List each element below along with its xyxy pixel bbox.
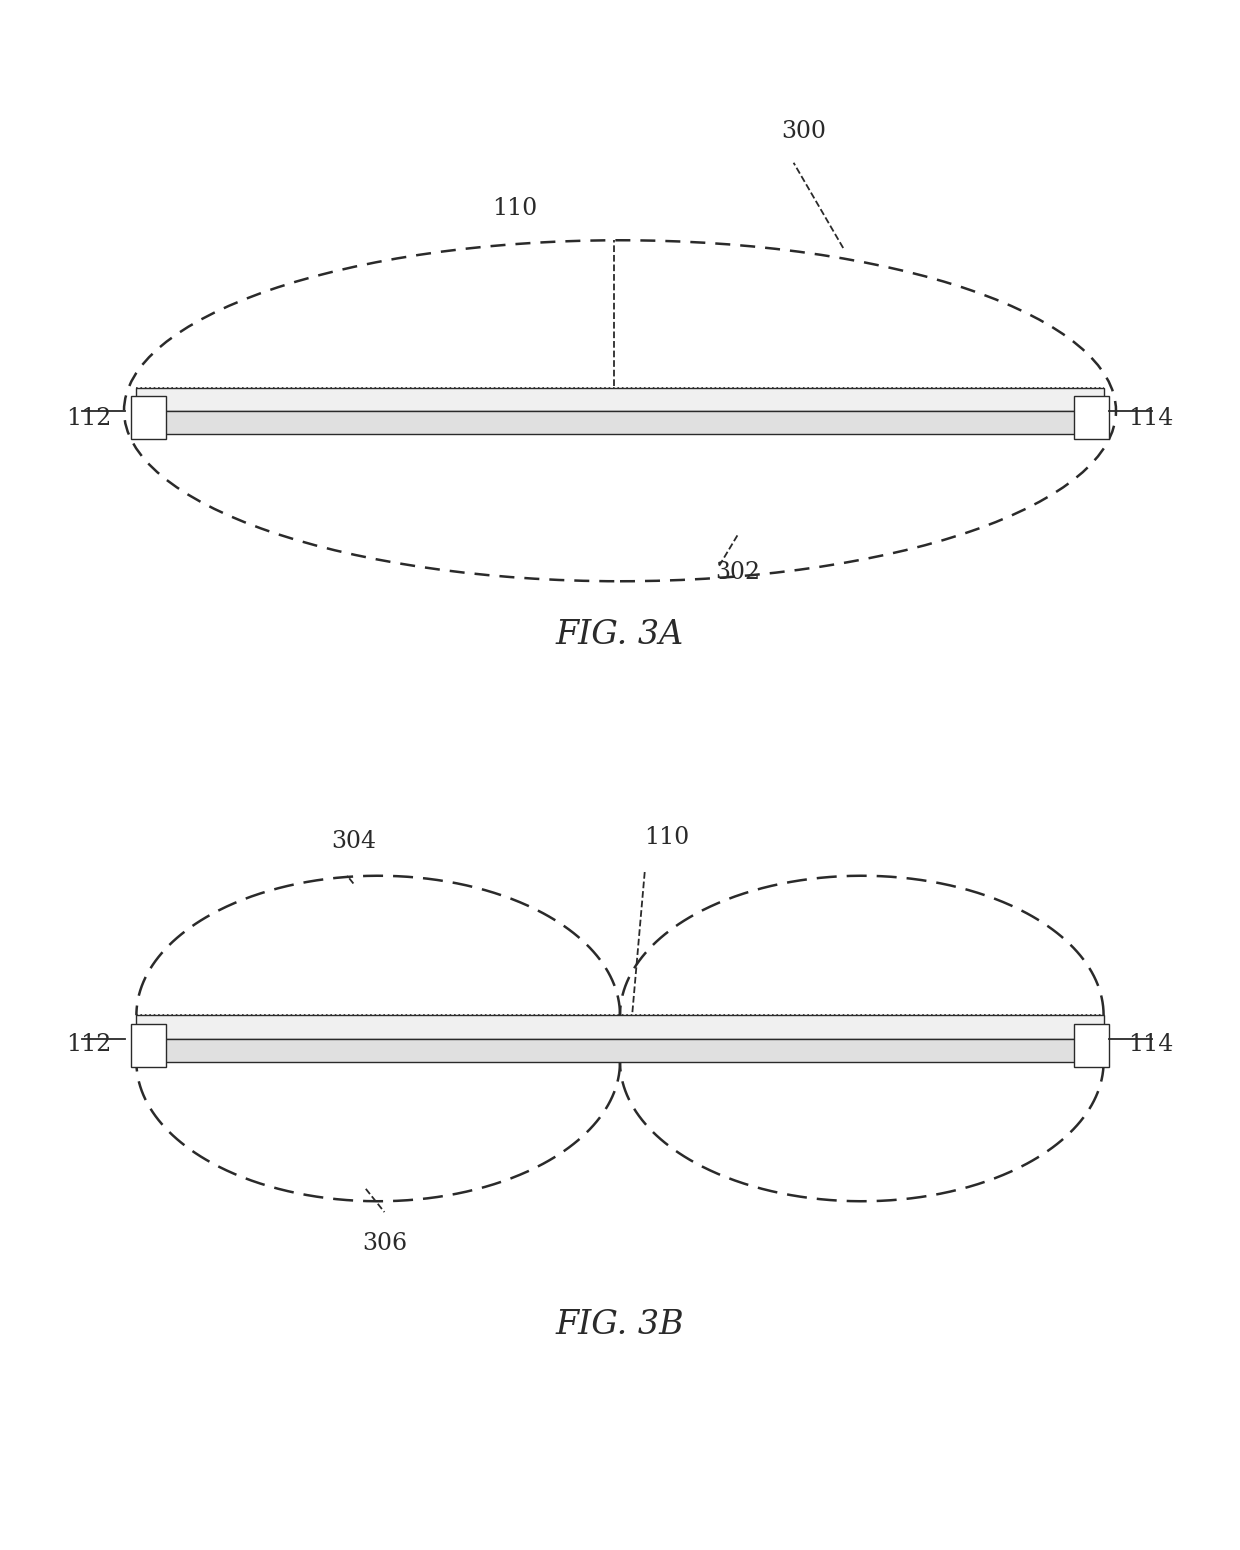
Text: 114: 114 [1128,1034,1174,1056]
Text: 110: 110 [492,197,537,220]
Bar [131,1023,166,1066]
Text: 300: 300 [781,119,826,143]
Text: FIG. 3A: FIG. 3A [556,620,684,651]
Text: 112: 112 [66,408,112,429]
Bar [1074,1023,1109,1066]
Text: 302: 302 [715,561,760,584]
Bar [136,388,1104,411]
Text: 112: 112 [66,1034,112,1056]
Text: 306: 306 [362,1232,407,1256]
Text: FIG. 3B: FIG. 3B [556,1310,684,1341]
Text: 114: 114 [1128,408,1174,429]
Text: 110: 110 [645,826,689,849]
Text: 304: 304 [331,829,376,852]
Bar [136,411,1104,434]
Bar [136,1038,1104,1062]
Bar [1074,395,1109,439]
Bar [131,395,166,439]
Bar [136,1015,1104,1038]
